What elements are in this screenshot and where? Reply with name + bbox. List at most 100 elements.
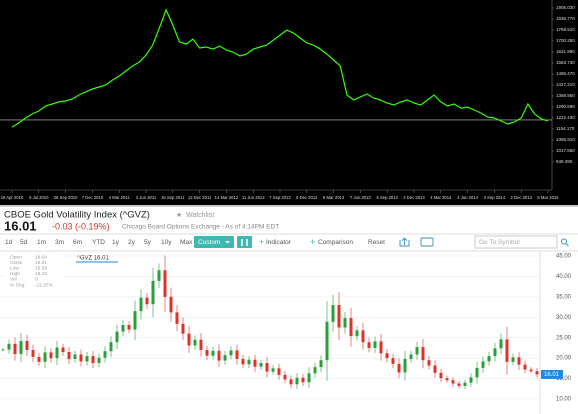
x-tick-label: 6 Dec 2012	[296, 195, 318, 200]
range-button[interactable]: 10y	[161, 239, 172, 246]
range-button[interactable]: 3m	[55, 239, 64, 246]
candle	[295, 377, 299, 385]
x-tick-label: 26 Sep 2010	[54, 195, 78, 200]
range-button[interactable]: 5y	[144, 239, 152, 246]
ohlc-label: Vol	[10, 277, 17, 283]
y-tick-label: 1631.990	[556, 49, 575, 54]
last-price-label: 16.01	[544, 372, 560, 378]
candle	[529, 369, 533, 372]
candle	[253, 359, 257, 367]
ohlc-value: 16.22	[35, 271, 47, 277]
reset[interactable]: Reset	[368, 239, 385, 246]
candle	[247, 359, 251, 365]
candle	[505, 339, 509, 362]
candle	[169, 296, 173, 313]
settings-icon[interactable]	[420, 237, 434, 247]
candle	[307, 373, 311, 383]
candle	[451, 380, 455, 384]
candle	[403, 358, 407, 373]
candle	[367, 342, 371, 348]
range-button[interactable]: 1m	[37, 239, 46, 246]
candle	[115, 331, 119, 343]
indicator[interactable]: Indicator	[266, 239, 292, 246]
separator	[0, 205, 578, 207]
x-tick-label: 7 Dec 2010	[82, 195, 104, 200]
candle	[409, 354, 413, 359]
ohlc-label: High	[10, 271, 20, 277]
ohlc-label: Close	[10, 260, 23, 266]
price-line	[11, 8, 549, 128]
range-button[interactable]: 1d	[5, 239, 13, 246]
candle	[265, 363, 269, 372]
range-button[interactable]: 6m	[73, 239, 82, 246]
candle	[19, 340, 23, 355]
y-tick-label: 45.00	[556, 254, 572, 260]
candle	[475, 367, 479, 378]
candle	[481, 361, 485, 368]
y-tick-label: 949.390	[556, 159, 573, 164]
change: -0.03 (-0.19%)	[52, 221, 110, 231]
x-tick-label: 11 Jun 2012	[242, 195, 265, 200]
candle	[337, 305, 341, 328]
y-tick-label: 20.00	[556, 356, 572, 362]
x-tick-label: 5 Mar 2015	[537, 195, 559, 200]
ohlc-value: 0	[35, 277, 38, 283]
candle	[97, 357, 101, 364]
x-tick-label: 4 Jun 2014	[457, 195, 478, 200]
candle	[277, 368, 281, 375]
candle	[13, 343, 17, 355]
x-tick-label: 19 Apr 2010	[1, 195, 24, 200]
candle	[67, 352, 71, 359]
chart-type-icon	[241, 239, 248, 246]
symbol-placeholder: Go To Symbol	[479, 239, 520, 246]
candle	[193, 339, 197, 346]
candle	[331, 305, 335, 322]
range-button[interactable]: Max	[180, 239, 193, 246]
y-tick-label: 1427.210	[556, 82, 575, 87]
candle	[139, 297, 143, 312]
candle	[79, 354, 83, 362]
y-tick-label: 1768.510	[556, 27, 575, 32]
ohlc-label: Low	[10, 265, 19, 271]
candle	[199, 339, 203, 350]
candle	[289, 379, 293, 385]
range-button[interactable]: YTD	[92, 239, 105, 246]
y-tick-label: 30.00	[556, 315, 572, 321]
y-tick-label: 1836.770	[556, 16, 575, 21]
range-button[interactable]: 2y	[128, 239, 136, 246]
candle	[379, 341, 383, 354]
search-icon[interactable]	[561, 238, 567, 245]
x-tick-label: 15 Sep 2011	[161, 195, 185, 200]
candle	[511, 357, 515, 362]
candle	[463, 382, 467, 386]
chart-type-button[interactable]	[237, 236, 252, 248]
plus: +	[259, 237, 264, 247]
candle	[175, 312, 179, 324]
star: ★	[176, 211, 182, 219]
candle	[163, 270, 167, 297]
y-tick-label: 1700.250	[556, 38, 575, 43]
comparison[interactable]: Comparison	[318, 239, 353, 246]
candle	[469, 377, 473, 383]
ohlc-value: 15.59	[35, 265, 47, 271]
plus: +	[310, 237, 315, 247]
candle	[517, 357, 521, 365]
candle	[343, 318, 347, 328]
candle	[373, 341, 377, 348]
x-tick-label: 4 Mar 2014	[430, 195, 452, 200]
custom-button[interactable]	[194, 236, 234, 248]
candle	[229, 350, 233, 356]
range-button[interactable]: 5d	[20, 239, 28, 246]
dropdown-caret	[225, 241, 230, 244]
y-tick-label: 25.00	[556, 335, 572, 341]
symbol-input[interactable]	[474, 235, 558, 249]
range-button[interactable]: 1y	[112, 239, 120, 246]
candle	[493, 348, 497, 357]
candle	[457, 383, 461, 386]
watchlist[interactable]: Watchlist	[186, 212, 214, 219]
candle	[319, 360, 323, 368]
share-icon[interactable]	[399, 237, 410, 247]
candle	[157, 270, 161, 281]
y-tick-label: 1358.950	[556, 93, 575, 98]
candle	[73, 354, 77, 359]
